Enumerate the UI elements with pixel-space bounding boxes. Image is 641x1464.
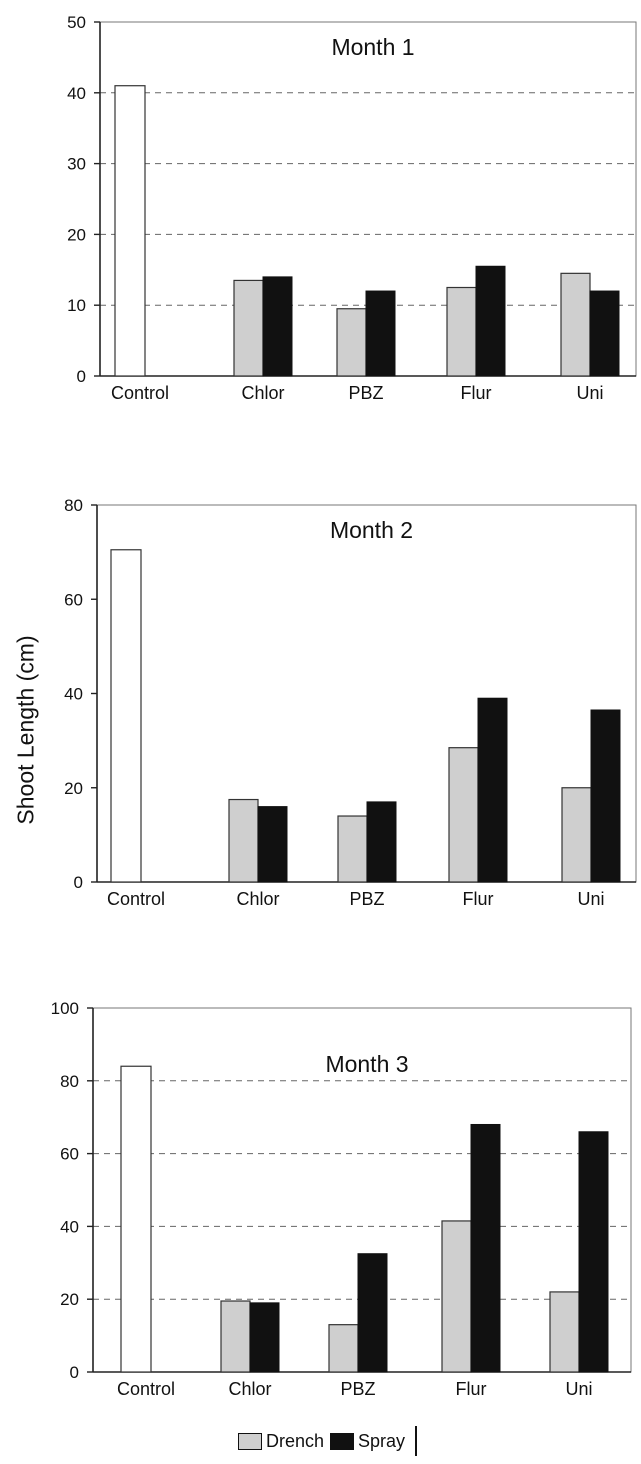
m3-bar-spray-chlor	[249, 1302, 280, 1373]
m3-title: Month 3	[325, 1051, 408, 1077]
m3-bar-drench-pbz	[328, 1324, 359, 1373]
m3-bar-spray-uni	[578, 1131, 609, 1373]
legend-label-spray: Spray	[358, 1430, 406, 1451]
m1-y-tick-label-2: 20	[67, 225, 86, 244]
m2-title: Month 2	[330, 517, 413, 543]
m2-y-tick-label-4: 80	[64, 496, 83, 515]
m1-x-tick-label-chlor: Chlor	[241, 383, 284, 403]
m3-x-tick-label-control: Control	[117, 1379, 175, 1399]
m3-bar-drench-uni	[549, 1291, 580, 1373]
legend-swatch-spray	[330, 1432, 355, 1450]
m2-bar-spray-chlor	[257, 806, 288, 883]
m1-y-tick-label-1: 10	[67, 296, 86, 315]
m1-bar-spray-chlor	[262, 276, 293, 377]
m3-y-tick-label-1: 20	[60, 1290, 79, 1309]
m2-bar-drench-flur	[448, 747, 479, 883]
legend-item-drench: Drench	[232, 1431, 324, 1452]
m3-bar-drench-flur	[441, 1220, 472, 1373]
m2-y-tick-label-2: 40	[64, 685, 83, 704]
m1-y-tick-label-5: 50	[67, 13, 86, 32]
m1-bar-spray-flur	[475, 265, 506, 377]
legend-divider	[415, 1426, 418, 1456]
m2-x-tick-label-flur: Flur	[463, 889, 494, 909]
m3-x-tick-label-chlor: Chlor	[228, 1379, 271, 1399]
legend-item-spray: Spray	[324, 1431, 405, 1452]
m3-bar-control	[120, 1065, 152, 1373]
m3-bar-spray-flur	[470, 1123, 501, 1373]
m2-y-tick-label-1: 20	[64, 779, 83, 798]
m2-bar-spray-uni	[590, 709, 621, 883]
m1-bar-drench-flur	[446, 286, 477, 377]
m1-y-tick-label-4: 40	[67, 84, 86, 103]
m2-x-tick-label-chlor: Chlor	[236, 889, 279, 909]
m2-y-tick-label-0: 0	[74, 873, 83, 892]
y-axis-label: Shoot Length (cm)	[6, 560, 46, 900]
m2-x-tick-label-control: Control	[107, 889, 165, 909]
m1-bar-spray-pbz	[365, 290, 396, 377]
m1-y-tick-label-3: 30	[67, 155, 86, 174]
m1-x-tick-label-control: Control	[111, 383, 169, 403]
m3-x-tick-label-uni: Uni	[565, 1379, 592, 1399]
m1-bar-control	[114, 85, 146, 377]
m1-title: Month 1	[331, 34, 414, 60]
m3-bar-spray-pbz	[357, 1253, 388, 1373]
m1-x-tick-label-uni: Uni	[576, 383, 603, 403]
legend-swatch-drench	[238, 1432, 262, 1450]
m1-bar-drench-uni	[560, 272, 591, 377]
m1-bar-spray-uni	[589, 290, 620, 377]
legend-label-drench: Drench	[266, 1430, 325, 1451]
m1-y-tick-label-0: 0	[77, 367, 86, 386]
m2-x-tick-label-uni: Uni	[577, 889, 604, 909]
legend: Drench Spray	[232, 1426, 418, 1456]
y-axis-label-text: Shoot Length (cm)	[12, 635, 39, 825]
m3-x-tick-label-pbz: PBZ	[340, 1379, 375, 1399]
m1-x-tick-label-pbz: PBZ	[348, 383, 383, 403]
m3-y-tick-label-5: 100	[51, 999, 79, 1018]
m1-x-tick-label-flur: Flur	[461, 383, 492, 403]
m1-bar-drench-chlor	[233, 279, 264, 377]
m1-bar-drench-pbz	[336, 308, 367, 377]
m2-y-tick-label-3: 60	[64, 590, 83, 609]
m2-bar-drench-uni	[561, 787, 592, 883]
m3-x-tick-label-flur: Flur	[456, 1379, 487, 1399]
m2-bar-drench-chlor	[228, 798, 259, 883]
m3-y-tick-label-0: 0	[70, 1363, 79, 1382]
m2-bar-spray-pbz	[366, 801, 397, 883]
m2-bar-drench-pbz	[337, 815, 368, 883]
m2-bar-control	[110, 549, 142, 883]
m2-x-tick-label-pbz: PBZ	[349, 889, 384, 909]
m3-y-tick-label-3: 60	[60, 1145, 79, 1164]
m2-bar-spray-flur	[477, 697, 508, 883]
m3-bar-drench-chlor	[220, 1300, 251, 1373]
m3-y-tick-label-2: 40	[60, 1217, 79, 1236]
m3-y-tick-label-4: 80	[60, 1072, 79, 1091]
